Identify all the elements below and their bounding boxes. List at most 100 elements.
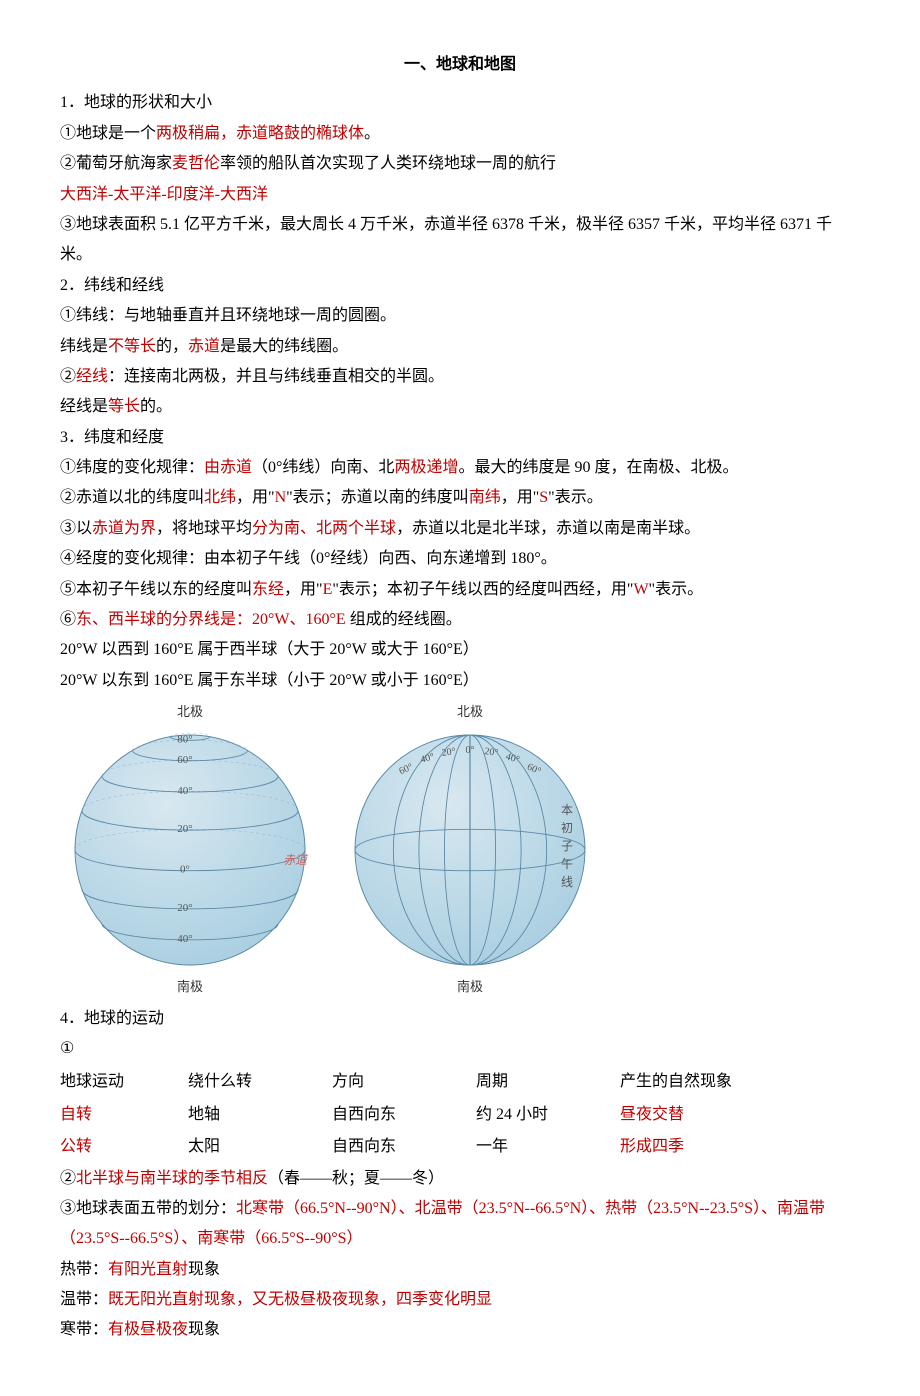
text: ，用" [501, 489, 540, 506]
globe-diagrams: 北极 80°60°40°20°0°20°40°赤道 南极 北极 60°40°20… [60, 700, 860, 999]
text-red: N [275, 489, 287, 506]
s2-line2: 纬线是不等长的，赤道是最大的纬线圈。 [60, 332, 860, 362]
text: ①纬度的变化规律： [60, 459, 204, 476]
text: （0°纬线）向南、北 [252, 459, 394, 476]
text: ，赤道以北是北半球，赤道以南是南半球。 [396, 520, 700, 537]
text: 热带： [60, 1261, 108, 1278]
text-red: 赤道 [188, 338, 220, 355]
svg-text:0°: 0° [466, 745, 475, 756]
text-red: 既无阳光直射现象，又无极昼极夜现象，四季变化明显 [108, 1291, 492, 1308]
text-red: 两极稍扁，赤道略鼓的椭球体 [156, 125, 364, 142]
text: ③地球表面五带的划分： [60, 1200, 236, 1217]
s3-line2: ②赤道以北的纬度叫北纬，用"N"表示；赤道以南的纬度叫南纬，用"S"表示。 [60, 483, 860, 513]
south-pole-label: 南极 [340, 975, 600, 1000]
table-header: 地球运动 [60, 1066, 188, 1098]
table-row: 公转 太阳 自西向东 一年 形成四季 [60, 1131, 860, 1163]
s1-line1: ①地球是一个两极稍扁，赤道略鼓的椭球体。 [60, 119, 860, 149]
text: 纬线是 [60, 338, 108, 355]
s2-line1: ①纬线：与地轴垂直并且环绕地球一周的圆圈。 [60, 301, 860, 331]
table-header-row: 地球运动 绕什么转 方向 周期 产生的自然现象 [60, 1066, 860, 1098]
globe-latitudes: 北极 80°60°40°20°0°20°40°赤道 南极 [60, 700, 320, 999]
svg-text:线: 线 [561, 875, 573, 889]
text-red: 有阳光直射 [108, 1261, 188, 1278]
table-cell: 自西向东 [332, 1131, 476, 1163]
table-cell: 公转 [60, 1131, 188, 1163]
text: ②赤道以北的纬度叫 [60, 489, 204, 506]
text: ②葡萄牙航海家 [60, 155, 172, 172]
table-cell: 形成四季 [620, 1131, 860, 1163]
s3-line7: 20°W 以西到 160°E 属于西半球（大于 20°W 或大于 160°E） [60, 635, 860, 665]
text: 组成的经线圈。 [346, 611, 462, 628]
text: ③以 [60, 520, 92, 537]
north-pole-label: 北极 [340, 700, 600, 725]
text: ，用" [284, 581, 323, 598]
s3-line1: ①纬度的变化规律：由赤道（0°纬线）向南、北两极递增。最大的纬度是 90 度，在… [60, 453, 860, 483]
section-1-heading: 1．地球的形状和大小 [60, 88, 860, 118]
table-row: 自转 地轴 自西向东 约 24 小时 昼夜交替 [60, 1099, 860, 1131]
text: ⑥ [60, 611, 76, 628]
text-red: 有极昼极夜 [108, 1321, 188, 1338]
text: ② [60, 368, 76, 385]
globe-longitudes: 北极 60°40°20°0°20°40°60°本初子午线 南极 [340, 700, 600, 999]
text-red: 经线 [76, 368, 108, 385]
svg-text:20°: 20° [441, 746, 456, 759]
table-cell: 一年 [476, 1131, 620, 1163]
svg-text:40°: 40° [177, 933, 192, 945]
section-4-heading: 4．地球的运动 [60, 1004, 860, 1034]
text: ⑤本初子午线以东的经度叫 [60, 581, 252, 598]
text: "表示；赤道以南的纬度叫 [286, 489, 469, 506]
longitude-globe-svg: 60°40°20°0°20°40°60°本初子午线 [340, 725, 600, 975]
text-red: 两极递增 [394, 459, 458, 476]
text-red: 东、西半球的分界线是：20°W、160°E [76, 611, 346, 628]
svg-text:0°: 0° [180, 864, 190, 876]
south-pole-label: 南极 [60, 975, 320, 1000]
s2-line4: 经线是等长的。 [60, 392, 860, 422]
text-red: 由赤道 [204, 459, 252, 476]
text-red: 赤道为界 [92, 520, 156, 537]
text: ：连接南北两极，并且与纬线垂直相交的半圆。 [108, 368, 444, 385]
text-red: W [633, 581, 648, 598]
table-header: 绕什么转 [188, 1066, 332, 1098]
north-pole-label: 北极 [60, 700, 320, 725]
earth-motion-table: 地球运动 绕什么转 方向 周期 产生的自然现象 自转 地轴 自西向东 约 24 … [60, 1066, 860, 1163]
table-cell: 地轴 [188, 1099, 332, 1131]
s1-line4: ③地球表面积 5.1 亿平方千米，最大周长 4 万千米，赤道半径 6378 千米… [60, 210, 860, 271]
text-red: 南纬 [469, 489, 501, 506]
s3-line3: ③以赤道为界，将地球平均分为南、北两个半球，赤道以北是北半球，赤道以南是南半球。 [60, 514, 860, 544]
svg-text:赤道: 赤道 [283, 853, 309, 867]
svg-text:子: 子 [561, 839, 573, 853]
section-2-heading: 2．纬线和经线 [60, 271, 860, 301]
text: （春——秋；夏——冬） [268, 1170, 444, 1187]
text: 的， [156, 338, 188, 355]
text-red: 不等长 [108, 338, 156, 355]
text-red: 等长 [108, 398, 140, 415]
text: 的。 [140, 398, 172, 415]
table-cell: 太阳 [188, 1131, 332, 1163]
text-red: E [323, 581, 333, 598]
text: 。最大的纬度是 90 度，在南极、北极。 [458, 459, 738, 476]
svg-text:本: 本 [561, 803, 573, 817]
text-red: 分为南、北两个半球 [252, 520, 396, 537]
text: ①地球是一个 [60, 125, 156, 142]
s3-line5: ⑤本初子午线以东的经度叫东经，用"E"表示；本初子午线以西的经度叫西经，用"W"… [60, 575, 860, 605]
s4-line3: ③地球表面五带的划分：北寒带（66.5°N--90°N）、北温带（23.5°N-… [60, 1194, 860, 1255]
table-header: 周期 [476, 1066, 620, 1098]
text-red: 北纬 [204, 489, 236, 506]
text: 温带： [60, 1291, 108, 1308]
table-cell: 昼夜交替 [620, 1099, 860, 1131]
text-red: 东经 [252, 581, 284, 598]
s3-line6: ⑥东、西半球的分界线是：20°W、160°E 组成的经线圈。 [60, 605, 860, 635]
table-cell: 自西向东 [332, 1099, 476, 1131]
text: ，用" [236, 489, 275, 506]
section-3-heading: 3．纬度和经度 [60, 423, 860, 453]
svg-text:20°: 20° [177, 902, 192, 914]
svg-text:60°: 60° [177, 754, 192, 766]
text: ② [60, 1170, 76, 1187]
text: 现象 [188, 1261, 220, 1278]
table-header: 产生的自然现象 [620, 1066, 860, 1098]
s4-line6: 寒带：有极昼极夜现象 [60, 1315, 860, 1345]
page-title: 一、地球和地图 [60, 50, 860, 80]
text-red: S [539, 489, 548, 506]
s4-line5: 温带：既无阳光直射现象，又无极昼极夜现象，四季变化明显 [60, 1285, 860, 1315]
text: 寒带： [60, 1321, 108, 1338]
